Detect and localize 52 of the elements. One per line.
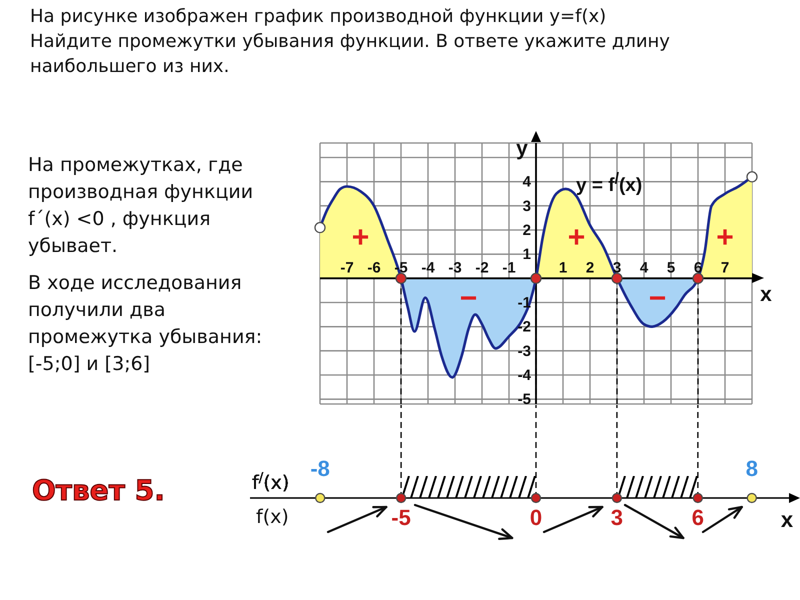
text: На промежутках, где производная функции f´(x) <0 , функция убывает.	[28, 153, 254, 259]
data-label: 8	[746, 456, 758, 481]
y-tick-label: 2	[522, 222, 531, 239]
y-tick-label: -5	[518, 391, 531, 408]
x-tick-label: -7	[340, 259, 354, 276]
point	[692, 272, 704, 284]
x-tick-label: 2	[586, 259, 594, 276]
x-axis-title: x	[780, 507, 794, 533]
x-tick-label: -6	[367, 259, 381, 276]
x-tick-label: -3	[448, 259, 462, 276]
y-tick-label: 4	[522, 174, 532, 191]
annotation: +	[352, 221, 370, 254]
x-axis-title: x	[760, 283, 772, 308]
y-tick-label: 3	[522, 198, 531, 215]
text: Ответ 5.	[32, 474, 165, 507]
x-tick-label: 7	[720, 259, 730, 276]
x-tick-label: 4	[640, 259, 649, 276]
point	[315, 492, 326, 504]
x-tick-label: 1	[558, 259, 568, 276]
x-tick-label: -5	[391, 505, 411, 530]
x-tick-label: -1	[502, 259, 516, 276]
annotation: +	[716, 221, 734, 254]
point	[746, 171, 758, 182]
point	[530, 272, 542, 284]
point	[611, 272, 623, 284]
series-label: y = f$^{/}$(x)	[576, 171, 642, 196]
point	[746, 492, 757, 504]
chart-title: На рисунке изображен график производной функции y=f(x) Найдите промежутки убывания функции. В ответе укажите длину наибольшего из них.	[30, 5, 671, 79]
point	[612, 492, 622, 504]
text: f(x)	[256, 506, 289, 528]
annotation: +	[568, 221, 586, 254]
y-tick-label: -2	[518, 318, 531, 336]
y-axis-title: y	[516, 137, 528, 161]
point	[314, 222, 326, 234]
x-tick-label: -4	[421, 259, 436, 276]
x-tick-label: -2	[475, 259, 489, 276]
x-tick-label: 0	[530, 505, 542, 530]
text: В ходе исследования получили два промежутка убывания: [-5;0] и [3;6]	[28, 271, 262, 377]
annotation: −	[460, 282, 478, 316]
y-tick-label: f$^{/}$(x)	[252, 470, 290, 494]
annotation: −	[648, 282, 666, 316]
x-tick-label: 3	[610, 505, 624, 530]
point	[530, 492, 542, 504]
x-tick-label: 3	[612, 259, 622, 276]
y-tick-label: 1	[522, 246, 531, 264]
point	[396, 492, 406, 504]
y-tick-label: -4	[518, 367, 532, 384]
y-tick-label: -3	[518, 342, 531, 360]
point	[692, 492, 703, 504]
x-tick-label: 5	[666, 259, 676, 276]
data-label: -8	[310, 456, 330, 481]
x-tick-label: 6	[692, 505, 704, 530]
